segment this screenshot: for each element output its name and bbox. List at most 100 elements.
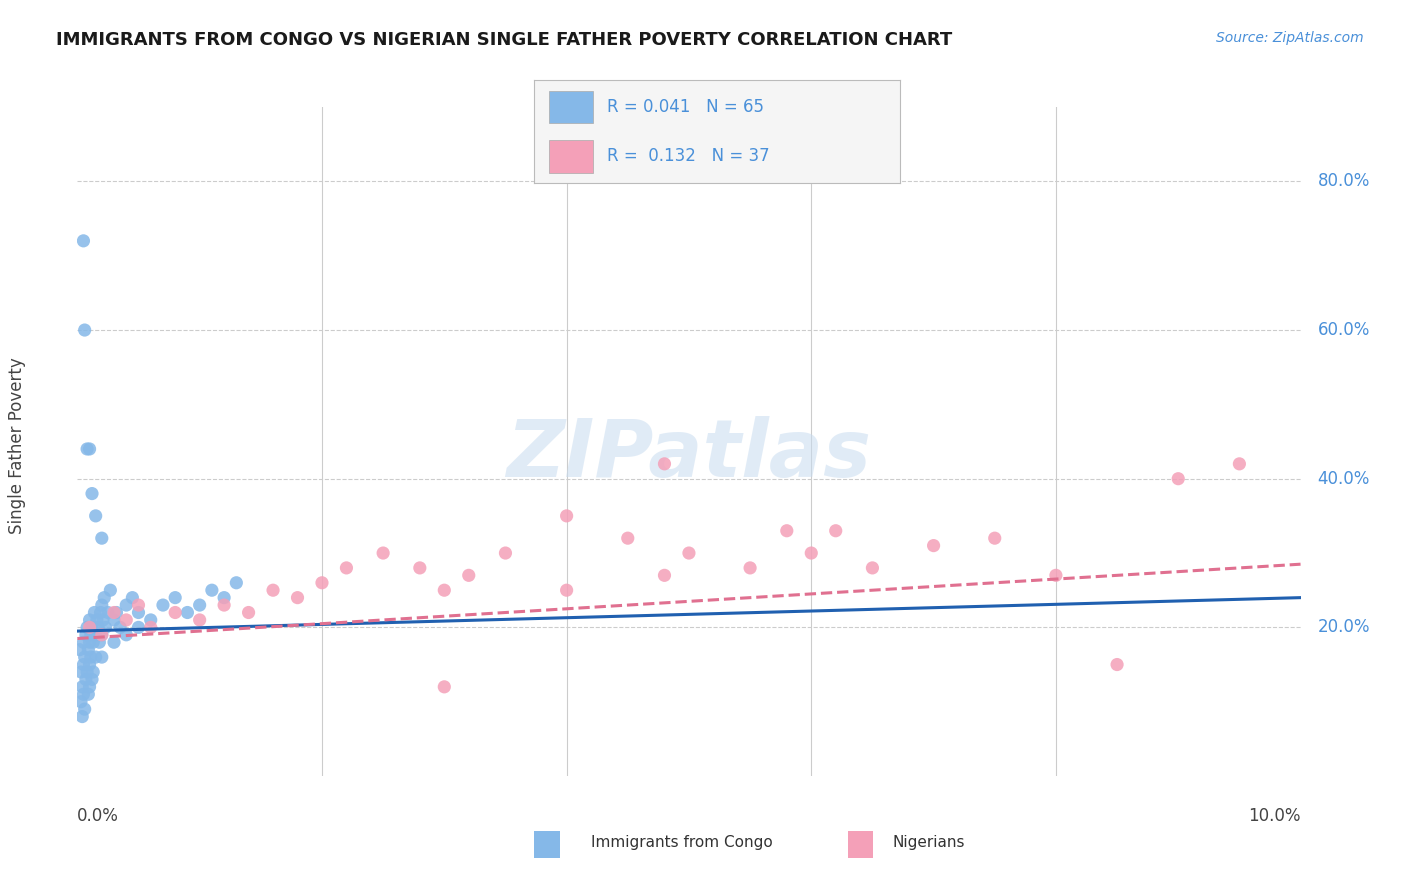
Point [72,635,94,649]
Point [80,486,103,500]
Point [70,680,93,694]
Point [93,591,115,605]
Point [433,680,456,694]
Point [409,561,432,575]
Text: Source: ZipAtlas.com: Source: ZipAtlas.com [1216,31,1364,45]
Point [79,613,101,627]
Point [555,508,578,523]
Text: ZIPatlas: ZIPatlas [506,416,872,494]
Point [115,613,138,627]
Point [555,583,578,598]
Text: 0.0%: 0.0% [77,807,120,825]
Point [75,673,97,687]
Point [80,650,103,665]
Point [121,591,143,605]
Point [1107,657,1129,672]
Point [238,606,260,620]
Point [262,583,284,598]
Point [84,628,107,642]
Point [80,673,103,687]
Point [69,642,91,657]
Point [139,620,162,634]
Point [80,628,103,642]
Point [984,531,1007,545]
Point [84,508,107,523]
Point [73,650,96,665]
Point [76,620,98,634]
Point [1229,457,1251,471]
Point [103,635,125,649]
Point [287,591,309,605]
Point [165,591,187,605]
Point [103,613,125,627]
Point [70,695,93,709]
Point [862,561,884,575]
Point [103,606,125,620]
Text: R = 0.041   N = 65: R = 0.041 N = 65 [607,98,765,116]
Point [152,598,174,612]
Point [225,575,247,590]
Point [79,657,101,672]
Point [212,598,235,612]
Point [139,613,162,627]
Text: Immigrants from Congo: Immigrants from Congo [591,836,772,850]
Point [127,598,149,612]
Point [165,606,187,620]
Text: R =  0.132   N = 37: R = 0.132 N = 37 [607,147,770,165]
Point [90,628,112,642]
Point [82,635,104,649]
Point [740,561,762,575]
Point [79,635,101,649]
Point [70,665,93,679]
Point [1045,568,1067,582]
Point [212,591,235,605]
Point [98,583,121,598]
Point [79,680,101,694]
Point [201,583,224,598]
Point [79,620,101,634]
Point [79,442,101,456]
Bar [548,91,593,123]
Point [90,628,112,642]
Point [75,628,97,642]
Text: Nigerians: Nigerians [893,836,966,850]
Point [80,620,103,634]
Point [90,650,112,665]
Point [105,606,128,620]
Point [311,575,333,590]
Point [77,687,100,701]
Point [457,568,479,582]
Point [371,546,394,560]
Point [82,665,104,679]
Text: 80.0%: 80.0% [1317,172,1369,190]
Point [654,457,676,471]
Point [72,657,94,672]
Point [83,606,105,620]
Point [617,531,640,545]
Text: IMMIGRANTS FROM CONGO VS NIGERIAN SINGLE FATHER POVERTY CORRELATION CHART: IMMIGRANTS FROM CONGO VS NIGERIAN SINGLE… [56,31,952,49]
Point [70,709,93,723]
Point [108,620,131,634]
Point [335,561,357,575]
Point [76,665,98,679]
Bar [548,140,593,173]
Text: Single Father Poverty: Single Father Poverty [8,358,25,534]
Point [176,606,198,620]
Point [76,442,98,456]
Point [115,598,138,612]
Point [188,598,211,612]
Point [824,524,846,538]
Point [776,524,799,538]
Point [678,546,700,560]
Point [433,583,456,598]
Point [90,531,112,545]
Point [922,539,945,553]
Text: 10.0%: 10.0% [1249,807,1301,825]
Point [127,620,149,634]
Point [188,613,211,627]
Point [94,620,117,634]
Point [115,628,138,642]
Point [90,598,112,612]
Text: 40.0%: 40.0% [1317,470,1369,488]
Point [86,613,108,627]
